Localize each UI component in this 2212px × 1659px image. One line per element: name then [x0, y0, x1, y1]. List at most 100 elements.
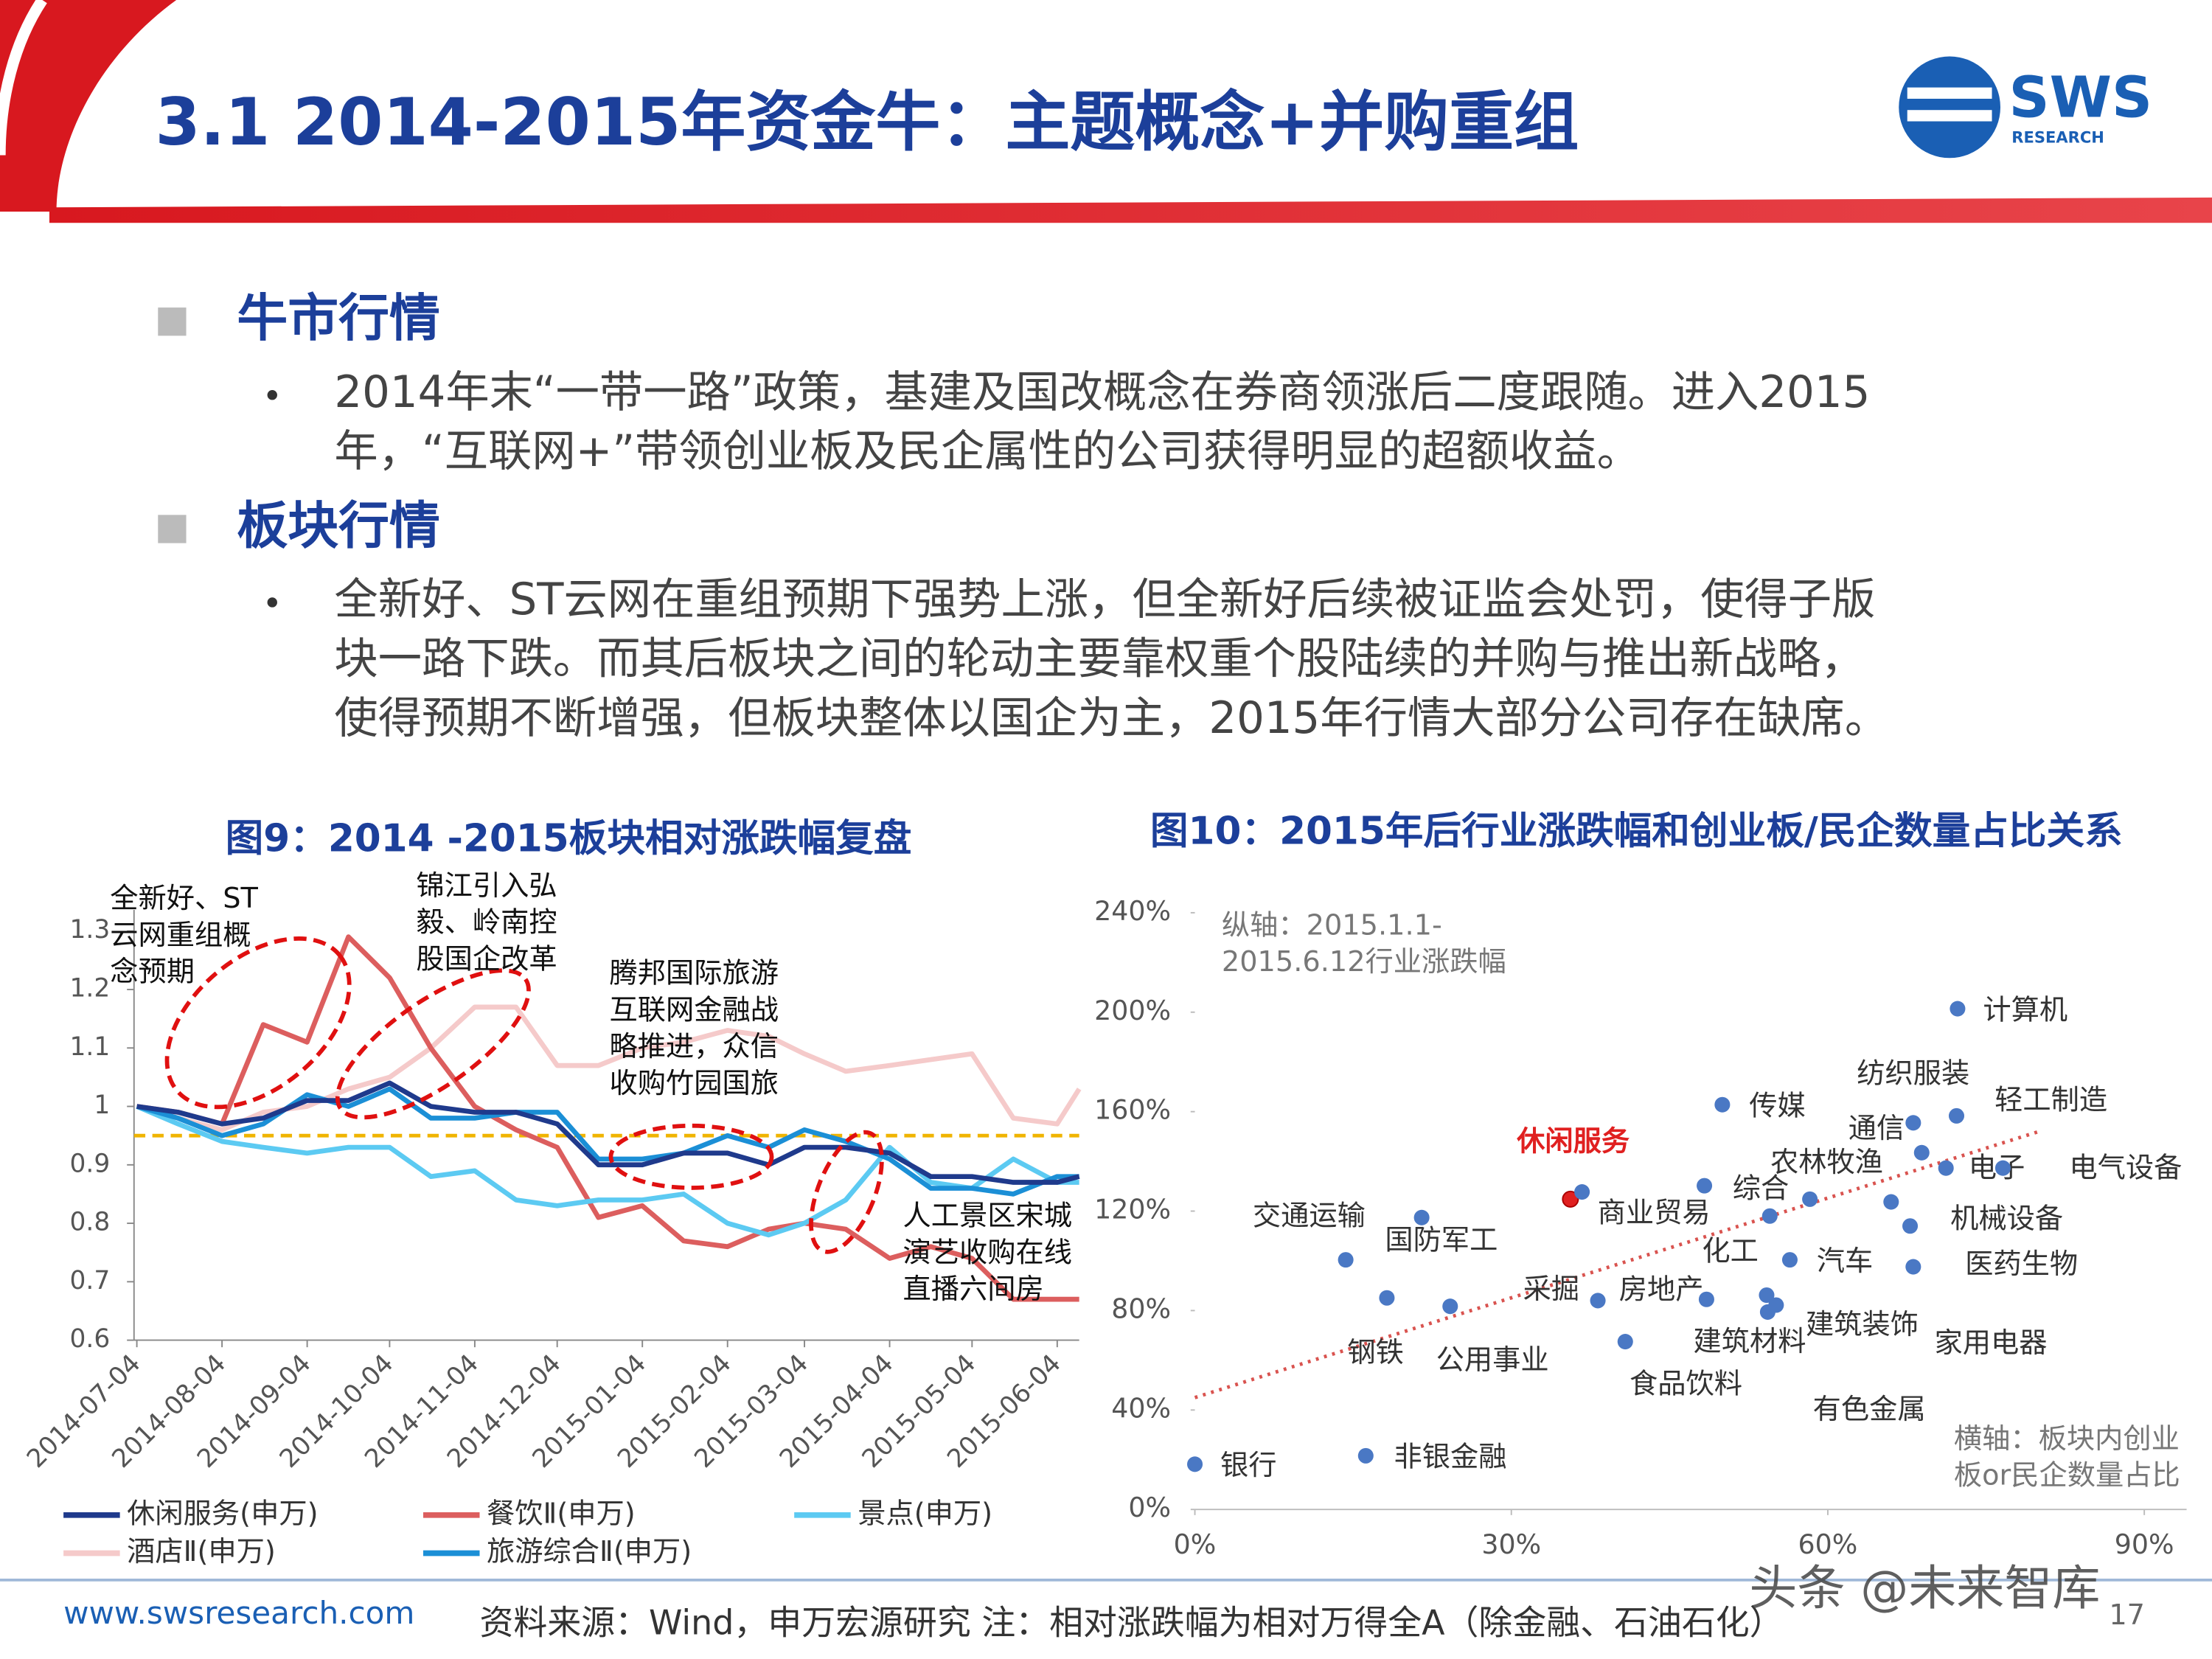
scatter-point: [1950, 1001, 1966, 1017]
series-line: [136, 934, 1079, 1302]
x-tick-label: 30%: [1481, 1528, 1541, 1560]
watermark: 头条 @未来智库: [1749, 1561, 2100, 1616]
point-label: 电气设备: [2069, 1152, 2182, 1185]
point-label: 轻工制造: [1994, 1084, 2107, 1117]
scatter-point: [1442, 1298, 1458, 1315]
point-label: 休闲服务: [1516, 1124, 1630, 1158]
highlight-ellipse: [809, 1130, 884, 1254]
scatter-point: [1938, 1160, 1954, 1176]
point-label: 医药生物: [1965, 1248, 2078, 1281]
point-label: 国防军工: [1385, 1223, 1498, 1256]
point-label: 建筑装饰: [1806, 1308, 1919, 1341]
point-label: 非银金融: [1394, 1441, 1507, 1474]
scatter-point: [1697, 1178, 1713, 1194]
header-swoosh: [0, 0, 177, 212]
scatter-point: [1617, 1334, 1633, 1350]
point-label: 交通运输: [1253, 1200, 1366, 1233]
scatter-point: [1759, 1287, 1775, 1304]
annotation: 云网重组概: [110, 919, 251, 952]
series-line: [136, 1086, 1079, 1197]
scatter-point: [1187, 1456, 1203, 1472]
y-tick-label: 40%: [1111, 1392, 1171, 1424]
logo-stripe: [1907, 110, 1992, 122]
series-line: [136, 1104, 1079, 1238]
scatter-point: [1759, 1304, 1775, 1320]
y-tick-label: 0.7: [69, 1266, 110, 1295]
annotation: 人工景区宋城: [902, 1200, 1072, 1233]
scatter-point: [1379, 1290, 1395, 1306]
legend-label: 旅游综合Ⅱ(申万): [487, 1535, 692, 1568]
y-tick-label: 1: [94, 1091, 110, 1120]
axis-note: 横轴：板块内创业: [1954, 1422, 2180, 1455]
point-label: 纺织服装: [1857, 1057, 1969, 1090]
x-tick-label: 0%: [1174, 1528, 1217, 1560]
legend-label: 景点(申万): [858, 1497, 992, 1530]
scatter-point: [1413, 1209, 1430, 1225]
highlight-ellipse: [164, 936, 352, 1110]
y-tick-label: 160%: [1094, 1094, 1171, 1126]
y-tick-label: 0.9: [69, 1149, 110, 1178]
annotation: 全新好、ST: [110, 882, 258, 915]
section-marker: [158, 307, 187, 336]
annotation: 收购竹园国旅: [610, 1067, 779, 1100]
point-label: 食品饮料: [1630, 1367, 1742, 1400]
footer-source: 资料来源：Wind，申万宏源研究 注：相对涨跌幅为相对万得全A（除金融、石油石化…: [480, 1603, 1784, 1643]
bullet: [267, 597, 277, 608]
scatter-point: [1357, 1447, 1374, 1464]
annotation: 演艺收购在线: [902, 1236, 1072, 1269]
annotation: 念预期: [110, 956, 195, 989]
paragraph-line: 2014年末“一带一路”政策，基建及国改概念在券商领涨后二度跟随。进入2015: [334, 366, 1870, 417]
logo-mark: [1899, 56, 2001, 159]
axis-note: 板or民企数量占比: [1954, 1459, 2180, 1492]
y-tick-label: 200%: [1094, 995, 1171, 1026]
point-label: 建筑材料: [1693, 1325, 1806, 1358]
legend-label: 休闲服务(申万): [127, 1497, 318, 1530]
section-heading: 板块行情: [237, 497, 439, 556]
annotation: 股国企改革: [416, 942, 557, 975]
y-tick-label: 120%: [1094, 1194, 1171, 1225]
point-label: 采掘: [1523, 1273, 1580, 1306]
logo-stripe: [1907, 87, 1992, 99]
paragraph-line: 年，“互联网+”带领创业板及民企属性的公司获得明显的超额收益。: [334, 425, 1640, 476]
section-marker: [158, 515, 187, 543]
x-tick-label: 90%: [2115, 1528, 2174, 1560]
point-label: 公用事业: [1436, 1343, 1549, 1377]
scatter-chart: 图10：2015年后行业涨跌幅和创业板/民企数量占比关系 0% 40% 80% 120%…: [1094, 810, 2187, 1560]
series-line: [136, 1080, 1080, 1185]
scatter-point: [1761, 1208, 1778, 1224]
point-label: 传媒: [1749, 1090, 1806, 1123]
bullet: [267, 390, 277, 400]
section-heading: 牛市行情: [237, 289, 439, 348]
annotation: 腾邦国际旅游: [610, 957, 779, 990]
point-label: 化工: [1702, 1235, 1759, 1268]
logo: SWS RESEARCH: [1899, 56, 2152, 159]
point-label: 通信: [1848, 1112, 1905, 1145]
annotation: 毅、岭南控: [416, 906, 557, 939]
header-swoosh-highlight: [0, 0, 47, 156]
annotation: 直播六间房: [902, 1273, 1043, 1306]
y-tick-label: 80%: [1111, 1293, 1171, 1324]
scatter-point: [1574, 1184, 1590, 1200]
annotation: 锦江引入弘: [416, 869, 557, 902]
y-tick-label: 1.3: [69, 915, 110, 945]
legend-label: 餐饮Ⅱ(申万): [487, 1497, 636, 1530]
y-tick-label: 0.8: [69, 1208, 110, 1237]
highlight-ellipse: [335, 968, 531, 1120]
y-tick-label: 0%: [1128, 1492, 1171, 1523]
point-label: 农林牧渔: [1770, 1146, 1883, 1179]
scatter-point: [1590, 1293, 1606, 1309]
slide-title: 3.1 2014-2015年资金牛：主题概念+并购重组: [155, 84, 1579, 160]
y-tick-label: 1.2: [69, 974, 110, 1004]
point-label: 综合: [1733, 1172, 1790, 1205]
line-chart: 图9：2014 -2015板块相对涨跌幅复盘 0.6 0.7 0.8 0.9 1 1.1 1.…: [21, 816, 1082, 1568]
scatter-point: [1905, 1115, 1921, 1131]
point-label: 银行: [1220, 1449, 1277, 1482]
point-label: 商业贸易: [1598, 1197, 1711, 1230]
point-label: 计算机: [1983, 993, 2067, 1026]
chart-title: 图10：2015年后行业涨跌幅和创业板/民企数量占比关系: [1150, 810, 2123, 854]
page-number: 17: [2109, 1599, 2145, 1632]
point-label: 有色金属: [1813, 1393, 1926, 1426]
scatter-point: [1905, 1259, 1921, 1275]
axis-note: 纵轴：2015.1.1-: [1222, 909, 1442, 942]
